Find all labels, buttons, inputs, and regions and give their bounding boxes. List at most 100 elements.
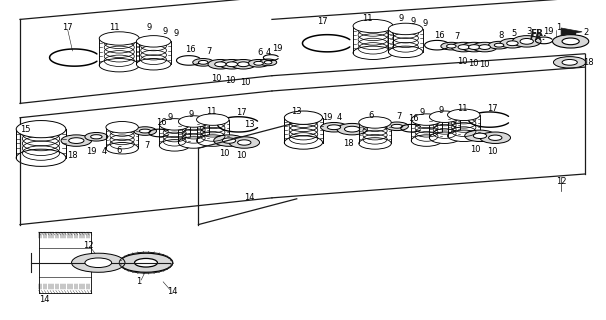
Ellipse shape: [159, 140, 190, 151]
Text: 10: 10: [487, 147, 498, 156]
Text: 10: 10: [456, 57, 467, 66]
Text: 7: 7: [206, 47, 211, 56]
Ellipse shape: [488, 135, 502, 140]
Ellipse shape: [215, 62, 226, 67]
Text: 12: 12: [556, 177, 567, 186]
Ellipse shape: [178, 116, 209, 127]
Ellipse shape: [411, 135, 442, 146]
Ellipse shape: [139, 129, 151, 133]
Text: 9: 9: [438, 106, 444, 115]
Ellipse shape: [238, 62, 249, 67]
Ellipse shape: [458, 45, 470, 50]
Ellipse shape: [465, 130, 495, 141]
Ellipse shape: [513, 36, 541, 47]
Ellipse shape: [321, 123, 347, 132]
Ellipse shape: [391, 124, 402, 128]
Ellipse shape: [344, 126, 360, 132]
Text: 19: 19: [273, 44, 283, 52]
Polygon shape: [20, 91, 272, 225]
Text: 11: 11: [362, 14, 373, 23]
Ellipse shape: [259, 59, 277, 66]
Ellipse shape: [248, 60, 269, 67]
Ellipse shape: [353, 20, 393, 33]
Text: 10: 10: [470, 145, 481, 154]
Text: 4: 4: [337, 113, 342, 122]
Text: FR.: FR.: [530, 33, 547, 42]
Text: 14: 14: [167, 287, 178, 296]
Text: 10: 10: [219, 149, 230, 158]
Text: 9: 9: [167, 113, 173, 122]
Ellipse shape: [494, 43, 504, 47]
Ellipse shape: [135, 259, 158, 267]
Ellipse shape: [430, 132, 460, 143]
Ellipse shape: [553, 57, 586, 68]
Ellipse shape: [254, 61, 264, 65]
Text: 6: 6: [258, 48, 263, 57]
Ellipse shape: [231, 60, 256, 69]
Text: 16: 16: [156, 118, 167, 127]
Ellipse shape: [61, 135, 92, 146]
Text: 9: 9: [410, 17, 416, 26]
Text: 13: 13: [244, 120, 255, 129]
Ellipse shape: [562, 38, 579, 45]
Text: 2: 2: [583, 28, 588, 37]
Ellipse shape: [91, 135, 102, 139]
Text: 9: 9: [422, 19, 427, 28]
Text: 7: 7: [454, 32, 460, 41]
Ellipse shape: [133, 127, 156, 135]
Ellipse shape: [284, 136, 322, 149]
Ellipse shape: [507, 41, 518, 46]
Ellipse shape: [136, 59, 171, 70]
Ellipse shape: [178, 137, 209, 148]
Text: 17: 17: [236, 108, 247, 117]
Ellipse shape: [72, 253, 125, 272]
Text: 9: 9: [174, 29, 179, 38]
Ellipse shape: [359, 117, 391, 128]
Ellipse shape: [119, 253, 173, 272]
Ellipse shape: [214, 135, 244, 146]
Text: 9: 9: [162, 27, 168, 36]
Text: 11: 11: [205, 108, 216, 116]
Ellipse shape: [488, 41, 510, 49]
Text: 6: 6: [368, 111, 374, 120]
Ellipse shape: [16, 149, 66, 166]
Ellipse shape: [99, 59, 139, 72]
Polygon shape: [198, 123, 297, 225]
Text: 8: 8: [498, 31, 504, 40]
Text: 4: 4: [265, 48, 271, 57]
Ellipse shape: [385, 122, 408, 131]
Ellipse shape: [226, 62, 238, 67]
Ellipse shape: [219, 60, 244, 69]
Text: 3: 3: [526, 27, 531, 36]
Text: 18: 18: [583, 58, 594, 67]
Text: 5: 5: [511, 29, 517, 38]
Text: 9: 9: [398, 14, 404, 23]
Text: 11: 11: [456, 104, 467, 113]
Ellipse shape: [451, 42, 476, 52]
Ellipse shape: [337, 124, 367, 135]
Ellipse shape: [238, 140, 251, 145]
Ellipse shape: [229, 137, 259, 148]
Polygon shape: [272, 67, 585, 198]
Text: 17: 17: [317, 17, 328, 26]
Text: 10: 10: [211, 74, 222, 83]
Ellipse shape: [562, 60, 578, 65]
Text: 16: 16: [434, 31, 444, 40]
Ellipse shape: [472, 42, 497, 52]
Ellipse shape: [159, 119, 190, 130]
Ellipse shape: [359, 138, 391, 149]
Text: 9: 9: [146, 22, 152, 32]
Ellipse shape: [388, 23, 423, 35]
Ellipse shape: [447, 44, 456, 48]
Ellipse shape: [430, 111, 460, 123]
Text: 19: 19: [86, 147, 97, 156]
Ellipse shape: [85, 258, 112, 268]
Text: 1: 1: [136, 277, 141, 286]
Ellipse shape: [411, 114, 442, 125]
Text: 17: 17: [62, 22, 73, 32]
Ellipse shape: [196, 135, 229, 146]
Text: 9: 9: [419, 108, 424, 117]
Text: 18: 18: [343, 139, 353, 148]
Text: 14: 14: [244, 193, 255, 202]
Text: 4: 4: [101, 147, 107, 156]
